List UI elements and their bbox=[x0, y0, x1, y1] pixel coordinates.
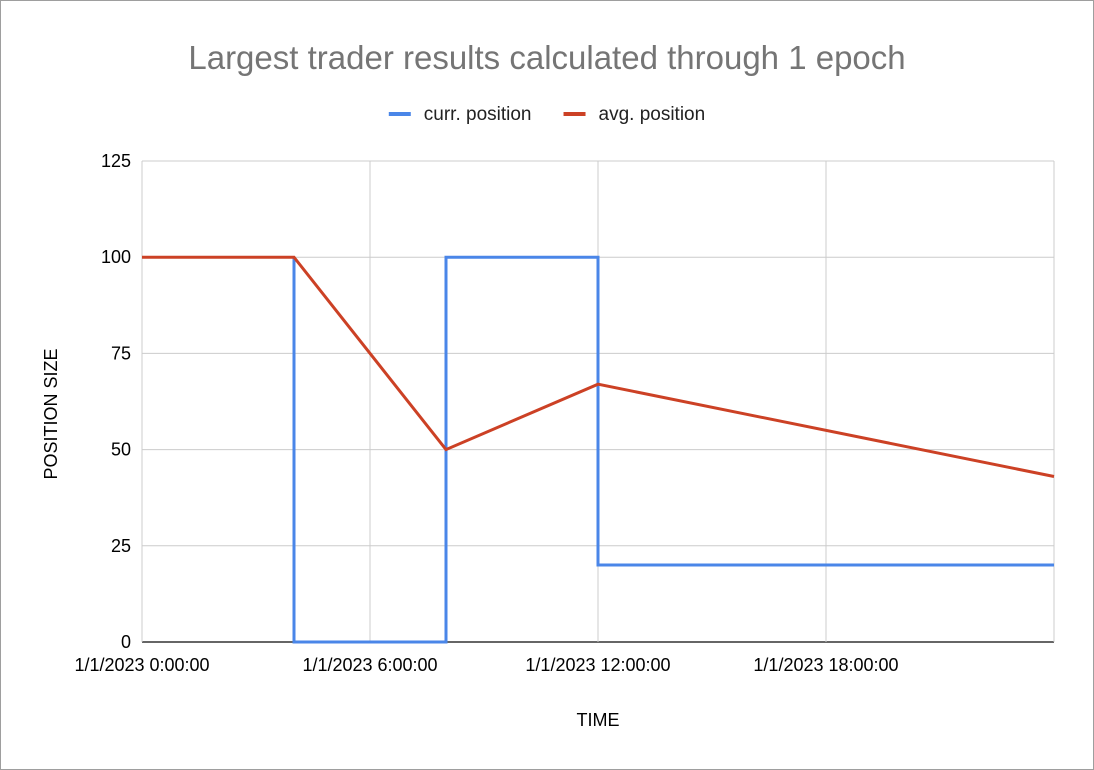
y-tick-label: 50 bbox=[111, 440, 131, 460]
series-line-2 bbox=[142, 255, 1055, 478]
legend: curr. position avg. position bbox=[388, 104, 706, 125]
legend-swatch bbox=[563, 112, 586, 116]
legend-swatch bbox=[388, 112, 411, 116]
x-axis: 1/1/2023 0:00:00 1/1/2023 6:00:00 1/1/2023… bbox=[74, 655, 898, 675]
legend-label: avg. position bbox=[599, 104, 706, 125]
series-line-1 bbox=[292, 255, 1054, 644]
y-tick-label: 25 bbox=[111, 536, 131, 556]
x-tick-label: 1/1/2023 6:00:00 bbox=[302, 655, 437, 675]
x-tick-label: 1/1/2023 18:00:00 bbox=[753, 655, 898, 675]
series-group bbox=[142, 255, 1055, 644]
x-axis-title: TIME bbox=[577, 710, 620, 730]
y-tick-label: 100 bbox=[101, 247, 131, 267]
y-axis: 0 25 50 75 100 125 bbox=[101, 151, 131, 652]
chart-title: Largest trader results calculated throug… bbox=[188, 39, 905, 76]
y-tick-label: 75 bbox=[111, 343, 131, 363]
y-tick-label: 125 bbox=[101, 151, 131, 171]
y-tick-label: 0 bbox=[121, 632, 131, 652]
x-tick-label: 1/1/2023 0:00:00 bbox=[74, 655, 209, 675]
x-tick-label: 1/1/2023 12:00:00 bbox=[525, 655, 670, 675]
y-axis-title: POSITION SIZE bbox=[41, 348, 61, 479]
legend-label: curr. position bbox=[424, 104, 532, 125]
